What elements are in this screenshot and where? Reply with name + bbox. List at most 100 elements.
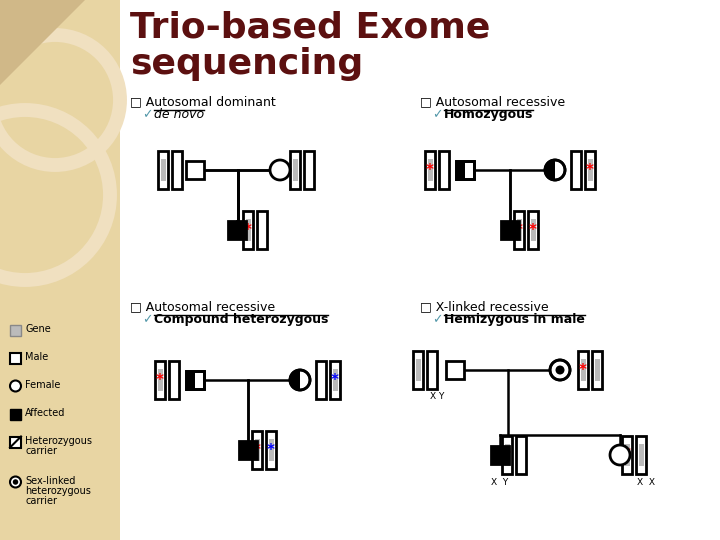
Text: *: * bbox=[426, 163, 434, 178]
Bar bbox=[571, 151, 581, 189]
Bar bbox=[316, 361, 326, 399]
Bar bbox=[585, 151, 595, 189]
Text: ✓: ✓ bbox=[142, 313, 153, 326]
Bar bbox=[243, 211, 253, 249]
Text: ✓: ✓ bbox=[142, 108, 153, 121]
Circle shape bbox=[290, 370, 310, 390]
Bar bbox=[172, 151, 182, 189]
Bar bbox=[502, 436, 512, 474]
Circle shape bbox=[13, 480, 18, 485]
Bar bbox=[158, 369, 163, 392]
Text: Gene: Gene bbox=[25, 325, 50, 334]
Bar bbox=[427, 351, 437, 389]
Bar bbox=[516, 436, 526, 474]
Bar bbox=[0, 0, 120, 540]
Text: Female: Female bbox=[25, 381, 60, 390]
Bar bbox=[169, 361, 179, 399]
Bar bbox=[639, 443, 644, 467]
Text: carrier: carrier bbox=[25, 496, 57, 507]
Text: *: * bbox=[156, 373, 164, 388]
Bar bbox=[413, 351, 423, 389]
Bar bbox=[456, 161, 474, 179]
Text: *: * bbox=[331, 373, 339, 388]
Text: Homozygous: Homozygous bbox=[444, 108, 534, 121]
Bar bbox=[588, 159, 593, 181]
Text: sequencing: sequencing bbox=[130, 47, 364, 81]
Text: ✓: ✓ bbox=[432, 313, 443, 326]
Circle shape bbox=[550, 360, 570, 380]
Bar bbox=[578, 351, 588, 389]
Text: *: * bbox=[579, 362, 587, 377]
Circle shape bbox=[545, 160, 565, 180]
Bar bbox=[505, 443, 510, 467]
Bar bbox=[158, 151, 168, 189]
Bar bbox=[292, 159, 297, 181]
Bar bbox=[415, 359, 420, 381]
Bar bbox=[186, 371, 195, 389]
Bar bbox=[186, 161, 204, 179]
Text: Male: Male bbox=[25, 353, 48, 362]
Circle shape bbox=[10, 476, 21, 488]
Bar bbox=[636, 436, 646, 474]
Text: □ X-linked recessive: □ X-linked recessive bbox=[420, 300, 549, 313]
Bar bbox=[254, 438, 259, 461]
Bar bbox=[516, 219, 521, 241]
Text: ✓: ✓ bbox=[432, 108, 443, 121]
Bar bbox=[10, 408, 21, 420]
Text: *: * bbox=[244, 222, 252, 238]
Bar bbox=[228, 221, 246, 239]
Text: □ Autosomal recessive: □ Autosomal recessive bbox=[420, 95, 565, 108]
Text: Sex-linked: Sex-linked bbox=[25, 476, 76, 487]
Bar bbox=[269, 438, 274, 461]
Polygon shape bbox=[0, 0, 85, 85]
Circle shape bbox=[610, 445, 630, 465]
Text: Hemizygous in male: Hemizygous in male bbox=[444, 313, 585, 326]
Text: de novo: de novo bbox=[154, 108, 204, 121]
Bar bbox=[446, 361, 464, 379]
Text: *: * bbox=[586, 163, 594, 178]
Bar bbox=[624, 443, 629, 467]
Bar bbox=[290, 151, 300, 189]
Text: Compound heterozygous: Compound heterozygous bbox=[154, 313, 328, 326]
Bar bbox=[595, 359, 600, 381]
Bar bbox=[428, 159, 433, 181]
Bar bbox=[456, 161, 474, 179]
Circle shape bbox=[270, 160, 290, 180]
Bar bbox=[186, 371, 204, 389]
Bar bbox=[514, 211, 524, 249]
Bar bbox=[161, 159, 166, 181]
Bar bbox=[246, 219, 251, 241]
Text: X Y: X Y bbox=[430, 392, 444, 401]
Bar bbox=[252, 431, 262, 469]
Bar bbox=[439, 151, 449, 189]
Bar bbox=[501, 221, 519, 239]
Bar bbox=[239, 441, 257, 459]
Bar bbox=[622, 436, 632, 474]
Bar bbox=[304, 151, 314, 189]
Bar bbox=[528, 211, 538, 249]
Bar bbox=[266, 431, 276, 469]
Bar bbox=[10, 325, 21, 335]
Bar bbox=[10, 353, 21, 363]
Text: *: * bbox=[515, 222, 523, 238]
Bar bbox=[456, 161, 465, 179]
Wedge shape bbox=[546, 160, 555, 179]
Text: X  X: X X bbox=[637, 478, 655, 487]
Bar bbox=[333, 369, 338, 392]
Text: □ Autosomal recessive: □ Autosomal recessive bbox=[130, 300, 275, 313]
Bar bbox=[425, 151, 435, 189]
Bar bbox=[491, 446, 509, 464]
Text: Trio-based Exome: Trio-based Exome bbox=[130, 10, 490, 44]
Text: heterozygous: heterozygous bbox=[25, 487, 91, 496]
Bar bbox=[155, 361, 165, 399]
Bar bbox=[10, 436, 21, 448]
Bar bbox=[592, 351, 602, 389]
Text: *: * bbox=[503, 448, 511, 462]
Text: □ Autosomal dominant: □ Autosomal dominant bbox=[130, 95, 276, 108]
Circle shape bbox=[10, 381, 21, 392]
Text: carrier: carrier bbox=[25, 447, 57, 456]
Bar bbox=[257, 211, 267, 249]
Text: *: * bbox=[253, 442, 261, 457]
Wedge shape bbox=[290, 370, 300, 389]
Text: Affected: Affected bbox=[25, 408, 66, 418]
